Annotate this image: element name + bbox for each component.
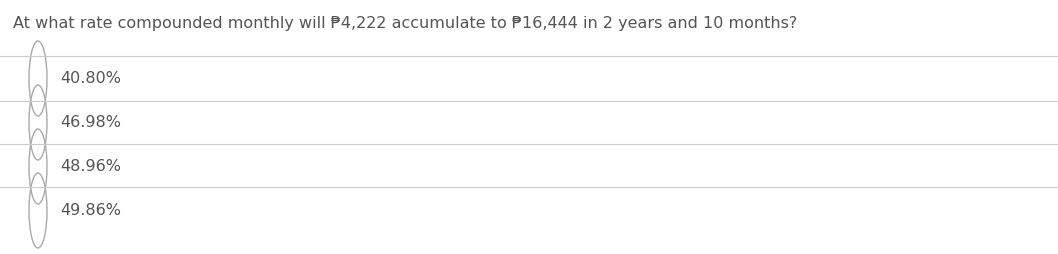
Text: 48.96%: 48.96%	[60, 159, 121, 174]
Text: 40.80%: 40.80%	[60, 71, 121, 86]
Text: 46.98%: 46.98%	[60, 115, 121, 130]
Text: 49.86%: 49.86%	[60, 203, 121, 218]
Text: At what rate compounded monthly will ₱4,222 accumulate to ₱16,444 in 2 years and: At what rate compounded monthly will ₱4,…	[13, 16, 798, 31]
